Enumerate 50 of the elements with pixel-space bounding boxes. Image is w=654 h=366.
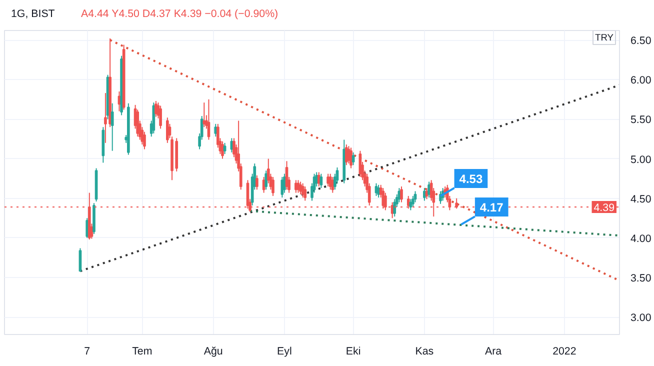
chart-subtitle: A4.44 Y4.50 D4.37 K4.39 −0.04 (−0.90%) — [81, 7, 278, 22]
y-tick-label: 4.00 — [630, 232, 652, 245]
candlestick — [86, 218, 89, 238]
candlestick — [264, 170, 268, 190]
y-tick-label: 4.50 — [630, 193, 652, 206]
annotation: TRY — [595, 32, 614, 42]
candlestick — [377, 184, 380, 198]
candlestick — [304, 186, 307, 202]
candlestick — [352, 152, 355, 166]
candlestick — [136, 109, 140, 138]
x-tick-label: Kas — [415, 346, 434, 358]
candlestick — [202, 102, 206, 128]
candlestick — [428, 181, 430, 198]
x-tick-label: Eki — [346, 346, 361, 358]
candlestick — [320, 173, 323, 189]
x-tick-label: Tem — [132, 346, 152, 358]
candlestick — [221, 140, 224, 160]
candlestick — [214, 123, 218, 138]
candlestick — [393, 198, 396, 218]
candlestick — [110, 102, 114, 152]
candlestick — [299, 181, 302, 195]
candlestick — [331, 176, 334, 194]
y-tick-label: 5.50 — [630, 114, 652, 126]
annotation: 4.17 — [480, 200, 504, 215]
ref-line-label: 4.39 — [594, 202, 615, 214]
candlestick — [317, 172, 320, 187]
candlestick — [159, 105, 162, 130]
candlestick — [143, 131, 146, 150]
x-tick-label: Ağu — [204, 346, 223, 358]
y-tick-label: 6.00 — [630, 74, 652, 87]
x-tick-label: Ara — [484, 346, 502, 358]
chart-title: 1G, BIST — [11, 7, 55, 22]
candlestick — [423, 188, 426, 202]
x-tick-label: Eyl — [277, 346, 292, 358]
candlestick — [326, 173, 330, 187]
candlestick — [272, 176, 274, 196]
x-tick-label: 2022 — [552, 346, 576, 358]
candlestick — [223, 142, 226, 154]
candlestick — [256, 174, 258, 190]
y-tick-label: 3.50 — [630, 272, 652, 284]
candlestick — [412, 195, 414, 208]
y-tick-label: 6.50 — [630, 35, 652, 47]
candlestick — [154, 100, 158, 118]
candlestick — [414, 190, 417, 203]
x-tick-label: 7 — [84, 346, 90, 358]
annotation: 4.53 — [459, 172, 483, 186]
candlestick — [283, 173, 286, 194]
y-tick-label: 3.00 — [630, 312, 652, 324]
y-tick-label: 5.00 — [630, 154, 652, 166]
candlestick — [400, 186, 403, 203]
